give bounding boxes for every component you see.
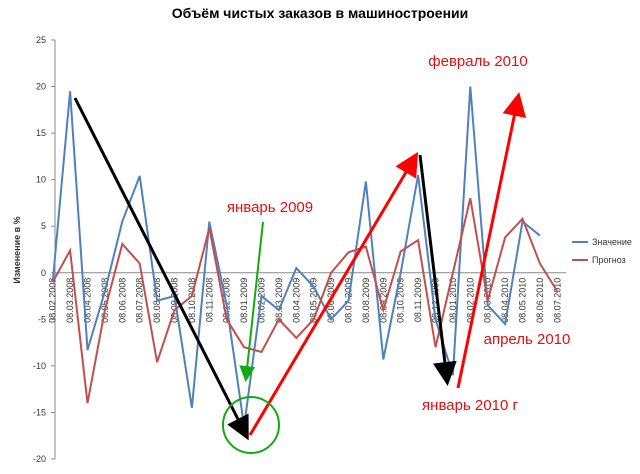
x-tick-label: 08.05.2009 (309, 278, 319, 323)
x-tick-label: 08.03.2009 (274, 278, 284, 323)
x-tick-label: 08.08.2009 (361, 278, 371, 323)
x-tick-label: 08.05.2008 (100, 278, 110, 323)
y-tick-label: -5 (38, 314, 46, 324)
y-tick-label: 10 (36, 175, 46, 185)
y-tick-label: 0 (41, 268, 46, 278)
series-line (51, 198, 559, 404)
x-tick-label: 08.06.2008 (117, 278, 127, 323)
x-tick-label: 08.03.2008 (65, 278, 75, 323)
y-tick-label: 15 (36, 128, 46, 138)
x-tick-label: 08.11.2009 (413, 278, 423, 322)
annotation: январь 2009 (227, 199, 313, 216)
x-tick-label: 08.01.2009 (239, 278, 249, 323)
y-axis-label: Изменение в % (12, 216, 22, 283)
legend-label: Прогноз (592, 255, 626, 265)
x-tick-label: 08.02.2008 (48, 278, 58, 323)
x-tick-label: 08.12.2009 (431, 278, 441, 323)
y-tick-label: -15 (33, 407, 46, 417)
x-tick-label: 08.06.2010 (535, 278, 545, 323)
arrow (73, 97, 249, 441)
arrow (418, 154, 457, 386)
y-tick-label: 20 (36, 82, 46, 92)
arrow (456, 92, 527, 389)
x-tick-label: 08.04.2010 (500, 278, 510, 323)
x-tick-label: 08.11.2008 (204, 278, 214, 322)
x-tick-label: 08.07.2008 (135, 278, 145, 323)
y-tick-label: 5 (41, 221, 46, 231)
annotation: апрель 2010 (484, 331, 571, 348)
x-tick-label: 08.10.2009 (396, 278, 406, 323)
x-tick-label: 08.04.2009 (291, 278, 301, 323)
arrow (248, 151, 419, 436)
y-tick-label: 25 (36, 35, 46, 45)
annotation: январь 2010 г (422, 397, 518, 414)
x-tick-label: 08.09.2009 (378, 278, 388, 323)
legend-label: Значение (592, 237, 632, 247)
y-tick-label: -10 (33, 361, 46, 371)
highlight-circle (222, 396, 280, 454)
y-tick-label: -20 (33, 454, 46, 464)
x-tick-label: 08.04.2008 (83, 278, 93, 323)
x-tick-label: 08.07.2010 (552, 278, 562, 323)
x-tick-label: 08.01.2010 (448, 278, 458, 323)
annotation: февраль 2010 (428, 53, 527, 70)
x-tick-label: 08.02.2010 (465, 278, 475, 323)
plot: -20 -15 -10 -5 0 5 10 15 20 25 08.02.2008 08.03.200… (33, 35, 632, 464)
x-tick-label: 08.10.2008 (187, 278, 197, 323)
arrow (239, 221, 264, 382)
chart-title: Объём чистых заказов в машиностроении (172, 5, 469, 21)
x-tick-label: 08.12.2008 (222, 278, 232, 323)
x-tick-label: 08.05.2010 (518, 278, 528, 323)
series-line (51, 86, 541, 427)
